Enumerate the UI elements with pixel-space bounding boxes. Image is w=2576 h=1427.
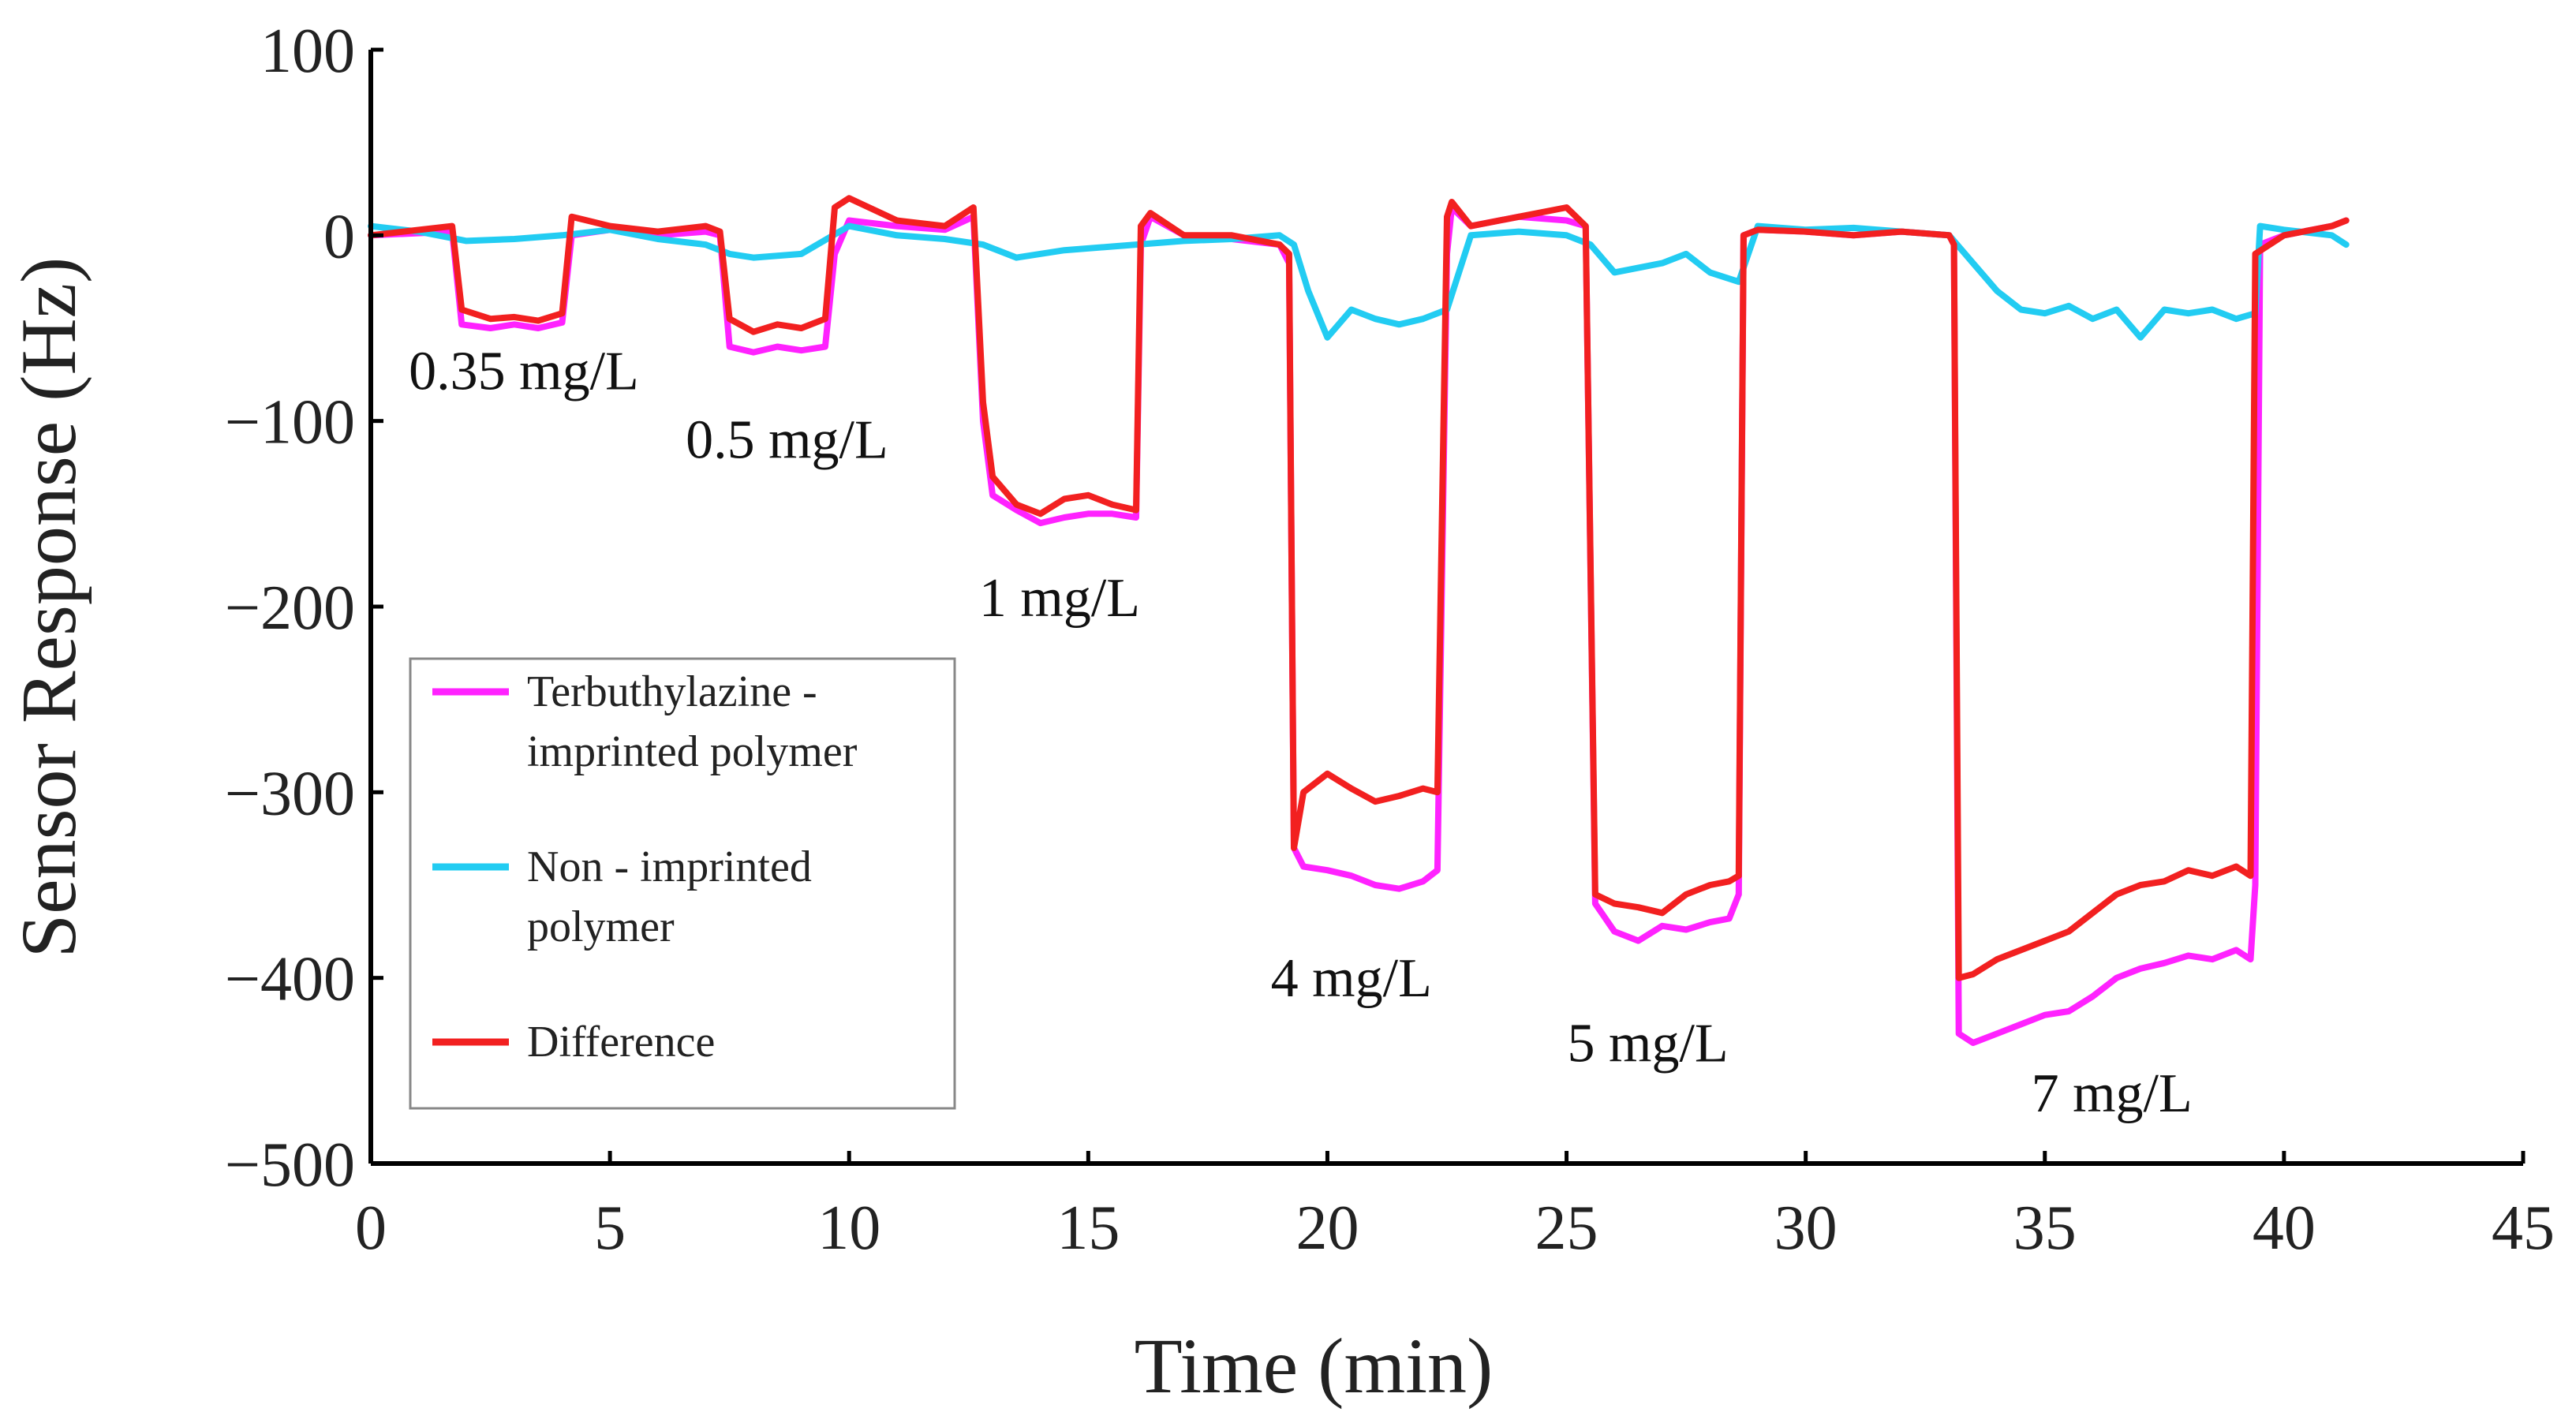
x-tick-label: 35 — [2013, 1194, 2077, 1263]
legend-label-1: Non - imprinted — [527, 842, 812, 891]
y-tick-label: −400 — [225, 945, 355, 1014]
legend-box — [409, 657, 956, 1110]
legend-label-0: Terbuthylazine - — [527, 667, 817, 716]
y-tick-label: −300 — [225, 759, 355, 828]
y-tick-label: −100 — [225, 388, 355, 458]
x-tick-label: 10 — [817, 1194, 880, 1263]
concentration-label: 5 mg/L — [1568, 1014, 1729, 1074]
concentration-label: 0.35 mg/L — [409, 342, 639, 402]
concentration-label: 1 mg/L — [979, 568, 1140, 629]
x-tick-label: 30 — [1774, 1194, 1838, 1263]
x-tick-label: 20 — [1295, 1194, 1359, 1263]
x-tick-label: 5 — [594, 1194, 626, 1263]
y-axis-title: Sensor Response (Hz) — [5, 257, 92, 958]
series-line-1 — [368, 222, 2350, 341]
legend: Terbuthylazine - imprinted polymer Non - i… — [409, 657, 956, 1110]
series-line-0 — [368, 204, 2350, 1046]
y-tick-label: 0 — [323, 202, 355, 271]
legend-items: Terbuthylazine - imprinted polymer Non - i… — [432, 667, 858, 1067]
ticks: 0 5 10 15 20 25 30 35 40 45 100 0 −100 −200 −300 −400 −5… — [225, 17, 2555, 1263]
series-line-2 — [368, 195, 2350, 981]
x-tick-label: 40 — [2253, 1194, 2316, 1263]
x-tick-label: 15 — [1056, 1194, 1120, 1263]
concentration-label: 7 mg/L — [2032, 1063, 2193, 1124]
legend-label-0: imprinted polymer — [527, 727, 858, 776]
x-tick-label: 0 — [355, 1194, 387, 1263]
annotations: 0.35 mg/L 0.5 mg/L 1 mg/L 4 mg/L 5 mg/L 7 mg/… — [409, 342, 2193, 1124]
series-layer — [368, 195, 2350, 1046]
concentration-label: 4 mg/L — [1271, 948, 1432, 1009]
y-tick-label: 100 — [260, 17, 355, 86]
y-tick-label: −200 — [225, 573, 355, 643]
concentration-label: 0.5 mg/L — [686, 410, 888, 471]
x-tick-label: 25 — [1535, 1194, 1598, 1263]
x-tick-label: 45 — [2492, 1194, 2555, 1263]
legend-label-1: polymer — [527, 902, 675, 951]
legend-label-2: Difference — [527, 1018, 715, 1067]
x-axis-title: Time (min) — [1135, 1322, 1494, 1410]
y-tick-label: −500 — [225, 1130, 355, 1200]
